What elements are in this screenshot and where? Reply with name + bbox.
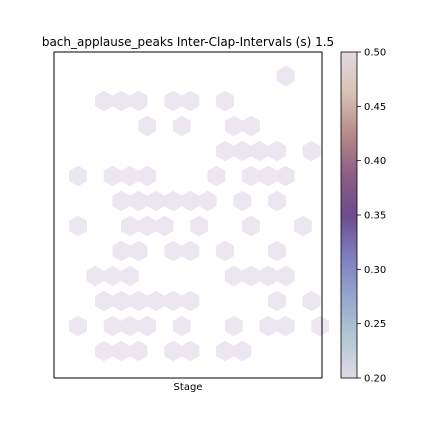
hexbin-cell <box>164 290 183 312</box>
hexbin-cell <box>95 290 113 312</box>
hexbin-cell <box>112 290 131 312</box>
hexbin-cell <box>86 265 105 287</box>
hexbin-cell <box>69 215 87 237</box>
hexbin-cell <box>242 265 260 287</box>
hexbin-cell <box>242 115 260 137</box>
hexbin-cell <box>120 265 139 287</box>
hexbin-cell <box>120 215 139 237</box>
hexbin-cell <box>302 290 321 312</box>
hexbin-cell <box>129 240 148 262</box>
hexbin-cell <box>207 165 226 187</box>
hexbin-cell <box>181 340 200 362</box>
hexbin-cell <box>293 215 312 237</box>
hexbin-cell <box>95 340 113 362</box>
colorbar-tick-label: 0.50 <box>364 48 386 59</box>
hexbin-cell <box>276 65 295 87</box>
hexbin-cell <box>268 240 286 262</box>
hexbin-cell <box>69 315 87 337</box>
hexbin-cell <box>129 290 148 312</box>
colorbar-tick-label: 0.45 <box>364 102 386 113</box>
hexbin-cell <box>233 140 252 162</box>
hexbin-cell <box>181 290 200 312</box>
hexbin-cell <box>302 140 321 162</box>
colorbar-tick-label: 0.40 <box>364 156 386 167</box>
hexbin-cell <box>259 265 278 287</box>
chart-title: bach_applause_peaks Inter-Clap-Intervals… <box>42 35 334 49</box>
hexbin-cell <box>259 165 278 187</box>
hexbin-cell <box>146 290 165 312</box>
colorbar-tick-label: 0.35 <box>364 211 386 222</box>
hexbin-cell <box>259 315 278 337</box>
hexbin-cell <box>268 190 286 212</box>
hexbin-cell <box>242 215 260 237</box>
hexbin-cell <box>216 340 234 362</box>
hexbin-cells <box>69 65 330 362</box>
hexbin-cell <box>103 165 122 187</box>
hexbin-cell <box>276 265 295 287</box>
hexbin-cell <box>268 140 286 162</box>
hexbin-cell <box>172 315 191 337</box>
hexbin-cell <box>112 240 131 262</box>
hexbin-cell <box>190 215 209 237</box>
hexbin-cell <box>95 90 113 112</box>
hexbin-cell <box>138 315 157 337</box>
hexbin-cell <box>216 90 234 112</box>
hexbin-cell <box>216 240 234 262</box>
hexbin-cell <box>164 90 183 112</box>
colorbar-tick-label: 0.25 <box>364 319 386 330</box>
hexbin-cell <box>181 240 200 262</box>
hexbin-cell <box>250 140 269 162</box>
hexbin-cell <box>103 265 122 287</box>
hexbin-cell <box>138 165 157 187</box>
hexbin-cell <box>69 165 87 187</box>
hexbin-cell <box>164 190 183 212</box>
hexbin-cell <box>224 265 243 287</box>
colorbar-tick-label: 0.30 <box>364 265 386 276</box>
hexbin-cell <box>138 215 157 237</box>
hexbin-cell <box>164 340 183 362</box>
hexbin-cell <box>112 340 131 362</box>
hexbin-cell <box>155 215 174 237</box>
hexbin-cell <box>112 90 131 112</box>
hexbin-cell <box>103 315 122 337</box>
colorbar-ticks: 0.20 0.25 0.30 0.35 0.40 0.45 0.50 <box>357 48 386 385</box>
hexbin-cell <box>311 315 330 337</box>
x-axis-label: Stage <box>174 382 203 393</box>
hexbin-cell <box>224 315 243 337</box>
hexbin-cell <box>120 315 139 337</box>
hexbin-cell <box>276 315 295 337</box>
hexbin-cell <box>138 115 157 137</box>
colorbar <box>340 51 358 379</box>
colorbar-tick-label: 0.20 <box>364 374 386 385</box>
hexbin-cell <box>233 190 252 212</box>
hexbin-cell <box>198 190 217 212</box>
hexbin-cell <box>268 290 286 312</box>
hexbin-cell <box>164 240 183 262</box>
hexbin-cell <box>216 140 234 162</box>
hexbin-cell <box>181 90 200 112</box>
hexbin-cell <box>120 165 139 187</box>
hexbin-cell <box>276 165 295 187</box>
hexbin-cell <box>233 340 252 362</box>
hexbin-cell <box>129 340 148 362</box>
plot-frame <box>53 51 323 379</box>
hexbin-cell <box>129 90 148 112</box>
hexbin-cell <box>242 165 260 187</box>
hexbin-cell <box>129 190 148 212</box>
hexbin-cell <box>146 190 165 212</box>
hexbin-cell <box>112 190 131 212</box>
hexbin-cell <box>224 115 243 137</box>
hexbin-cell <box>181 190 200 212</box>
hexbin-cell <box>172 115 191 137</box>
